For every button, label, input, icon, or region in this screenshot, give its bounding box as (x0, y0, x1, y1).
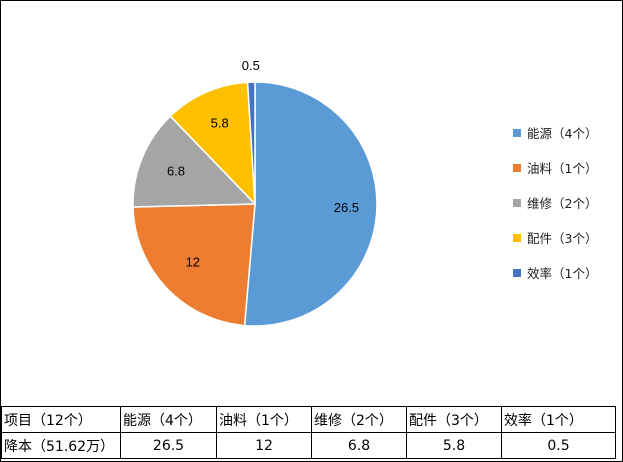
legend-swatch (513, 233, 521, 242)
table-header-row: 项目（12个） 能源（4个） 油料（1个） 维修（2个） 配件（3个） 效率（1… (1, 406, 616, 433)
legend-item: 油料（1个） (513, 156, 621, 179)
chart-area: 26.5 12 6.8 5.8 0.5 能源（4个） 油料（1个） 维修（2个） 配件（3个）… (1, 1, 622, 401)
slice-value-label: 26.5 (334, 200, 359, 215)
table-cell: 油料（1个） (216, 406, 312, 433)
table-cell: 5.8 (406, 432, 502, 459)
table-row: 降本（51.62万） 26.5 12 6.8 5.8 0.5 (1, 432, 616, 459)
table-cell: 0.5 (501, 432, 616, 459)
slice-value-label: 0.5 (242, 58, 260, 73)
legend: 能源（4个） 油料（1个） 维修（2个） 配件（3个） 效率（1个） (513, 121, 621, 296)
legend-item: 配件（3个） (513, 226, 621, 249)
legend-item: 维修（2个） (513, 191, 621, 214)
table-cell: 项目（12个） (1, 406, 121, 433)
legend-swatch (513, 128, 521, 137)
legend-swatch (513, 198, 521, 207)
legend-item: 能源（4个） (513, 121, 621, 144)
pie-slice (132, 203, 256, 327)
slice-value-label: 5.8 (211, 116, 229, 131)
slice-value-label: 12 (186, 255, 200, 270)
slice-value-label: 6.8 (167, 164, 185, 179)
legend-label: 效率（1个） (527, 266, 598, 281)
table-cell: 效率（1个） (501, 406, 616, 433)
legend-item: 效率（1个） (513, 261, 621, 284)
pie-slice (243, 81, 378, 327)
table-cell: 能源（4个） (120, 406, 217, 433)
legend-label: 能源（4个） (527, 126, 598, 141)
pie-slice (132, 115, 257, 208)
legend-swatch (513, 163, 521, 172)
table-cell: 降本（51.62万） (1, 432, 121, 459)
table-cell: 26.5 (120, 432, 217, 459)
legend-label: 油料（1个） (527, 161, 598, 176)
pie-slice (169, 81, 256, 206)
legend-label: 维修（2个） (527, 196, 598, 211)
legend-label: 配件（3个） (527, 231, 598, 246)
table-cell: 配件（3个） (406, 406, 502, 433)
pie-slice (246, 81, 256, 205)
legend-swatch (513, 268, 521, 277)
pie-chart: 26.5 12 6.8 5.8 0.5 (132, 58, 378, 327)
table-cell: 维修（2个） (311, 406, 407, 433)
data-table: 项目（12个） 能源（4个） 油料（1个） 维修（2个） 配件（3个） 效率（1… (1, 406, 616, 459)
table-cell: 6.8 (311, 432, 407, 459)
table-cell: 12 (216, 432, 312, 459)
